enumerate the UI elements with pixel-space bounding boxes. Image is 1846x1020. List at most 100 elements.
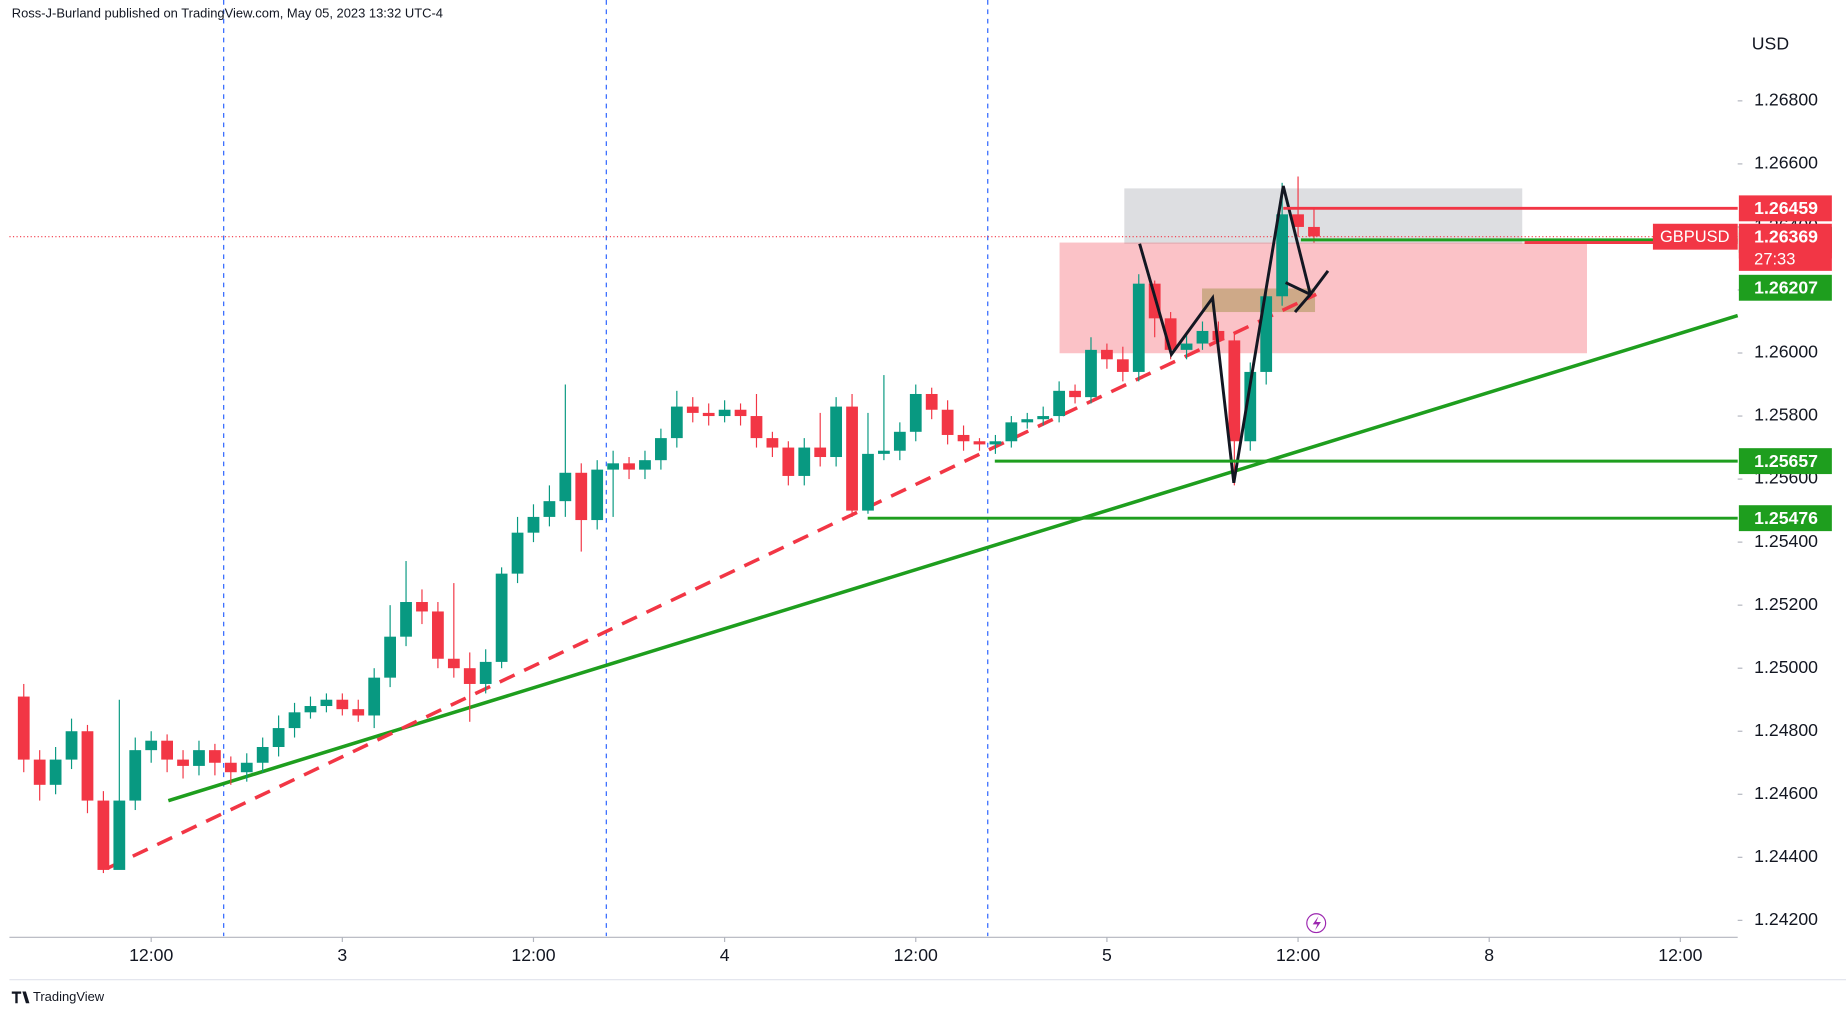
candle-body [272,728,285,747]
y-tick-label: 1.26800 [1754,90,1818,110]
candle-body [607,463,620,470]
candle-body [33,759,46,785]
candle-body [814,447,827,458]
candle-body [798,447,811,476]
candle-body [416,602,428,612]
candle-body [495,573,508,662]
candle-body [463,668,476,684]
candle-body [846,406,858,511]
x-tick-label: 12:00 [511,945,555,965]
trend-line [167,313,1739,803]
candle-body [1021,419,1034,423]
candle-body [320,699,333,707]
candle-body [256,746,269,763]
candle-body [145,740,158,751]
y-tick-label: 1.26600 [1754,153,1818,173]
y-tick-label: 1.25200 [1754,594,1818,614]
candle-body [925,393,938,410]
plot-area [9,0,1739,937]
zone-box [1059,242,1587,354]
candle-body [113,800,126,870]
y-tick-label: 1.24800 [1754,720,1818,740]
candle-body [1308,226,1320,237]
candle-body [1085,349,1097,398]
candle-body [432,611,444,659]
y-tick-label: 1.25400 [1754,531,1818,551]
zigzag-arrow [1284,281,1313,313]
y-tick-label: 1.26000 [1754,342,1818,362]
candle-body [1005,422,1018,442]
candle-body [1180,343,1193,350]
candle-body [1132,283,1145,372]
candle-body [734,409,747,417]
candle-body [1101,349,1113,360]
candle-body [1260,296,1273,372]
x-tick-label: 5 [1102,945,1112,965]
candle-body [718,409,731,417]
candle-body [830,406,843,458]
candle-body [639,460,651,470]
candle-body [81,731,94,801]
zone-box [1124,188,1523,244]
y-tick-label: 1.24400 [1754,846,1818,866]
price-label: 1.25657 [1754,451,1818,471]
y-tick-label: 1.25000 [1754,657,1818,677]
price-label: 1.25476 [1754,508,1818,528]
candle-body [1276,214,1289,297]
symbol-tag-bg [1652,223,1738,250]
candle-body [1196,330,1209,344]
x-tick-label: 8 [1484,945,1494,965]
candle-body [623,463,635,470]
x-tick-label: 12:00 [1276,945,1320,965]
x-tick-label: 4 [720,945,730,965]
candle-body [686,406,699,413]
y-tick-label: 1.24200 [1754,909,1818,929]
current-price-label: 1.26369 [1754,227,1818,247]
candle-body [862,453,874,511]
candle-body [49,759,62,785]
candle-body [575,472,588,521]
event-icon [1306,913,1327,934]
candle-body [559,472,572,502]
candle-body [479,661,492,684]
candle-body [893,431,906,451]
y-tick-label: 1.25800 [1754,405,1818,425]
candle-body [957,434,970,442]
symbol-tag: GBPUSD [1660,228,1730,246]
candle-body [909,393,922,432]
candle-body [336,699,349,710]
candle-body [878,450,890,454]
candle-body [1116,359,1129,372]
candle-body [1244,371,1257,442]
candle-body [1037,416,1050,420]
x-tick-label: 12:00 [1658,945,1702,965]
currency: USD [1752,33,1789,53]
candle-body [591,469,604,521]
candle-body [224,762,237,773]
footer: TradingView [33,989,105,1004]
candle-body [304,706,317,713]
candle-body [670,406,683,439]
candle-body [97,800,110,870]
candle-body [766,438,779,448]
trend-line [107,292,1317,870]
candle-body [17,696,30,760]
logo [11,991,30,1004]
candle-body [941,409,954,435]
x-tick-label: 12:00 [894,945,938,965]
candle-body [177,759,189,766]
candle-body [352,709,365,716]
price-label-bg [1738,505,1832,532]
countdown: 27:33 [1754,251,1795,269]
candle-body [782,447,795,476]
candle-body [447,658,460,669]
x-tick-label: 12:00 [129,945,173,965]
candle-body [209,750,221,763]
candle-body [527,516,540,533]
candle-body [161,740,173,760]
candle-body [511,532,524,574]
candle-body [240,762,253,773]
candle-body [1053,390,1066,417]
